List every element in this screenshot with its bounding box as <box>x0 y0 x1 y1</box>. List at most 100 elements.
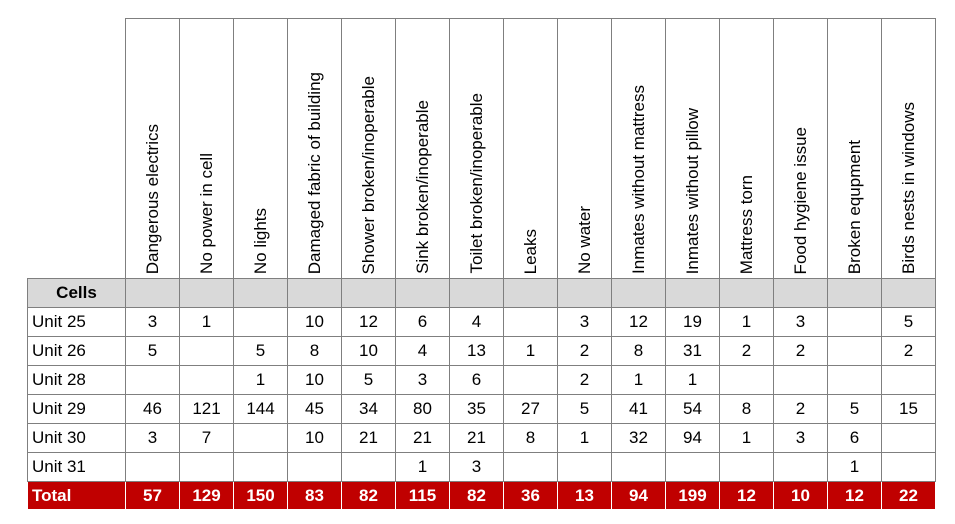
column-header-label: Sink broken/inoperable <box>412 100 432 274</box>
column-header: No power in cell <box>179 18 234 279</box>
column-header: Mattress torn <box>719 18 774 279</box>
table-cell: 5 <box>341 365 396 395</box>
table-cell: 2 <box>881 336 936 366</box>
table-cell <box>341 452 396 482</box>
column-header: Shower broken/inoperable <box>341 18 396 279</box>
table-cell: 1 <box>719 423 774 453</box>
table-row: Unit 28 1 10 5 3 6 2 1 1 <box>27 365 936 395</box>
table-cell <box>233 307 288 337</box>
table-cell <box>773 452 828 482</box>
table-cell: 5 <box>827 394 882 424</box>
table-cell: 8 <box>503 423 558 453</box>
table-cell: 1 <box>665 365 720 395</box>
table-cell <box>881 365 936 395</box>
table-cell: 2 <box>773 336 828 366</box>
row-label: Unit 31 <box>27 452 126 482</box>
column-header: Birds nests in windows <box>881 18 936 279</box>
table-cell: 12 <box>341 307 396 337</box>
table-cell: 32 <box>611 423 666 453</box>
table-cell: 3 <box>125 423 180 453</box>
table-cell: 6 <box>395 307 450 337</box>
total-cell: 22 <box>881 481 936 510</box>
table-cell: 10 <box>287 423 342 453</box>
column-header-label: Shower broken/inoperable <box>358 75 378 274</box>
table-cell <box>719 365 774 395</box>
table-cell: 54 <box>665 394 720 424</box>
column-header: Sink broken/inoperable <box>395 18 450 279</box>
table-row: Unit 25 3 1 10 12 6 4 3 12 19 1 3 5 <box>27 307 936 337</box>
table-cell: 5 <box>125 336 180 366</box>
table-cell <box>395 278 450 308</box>
table-cell: 1 <box>827 452 882 482</box>
table-cell: 1 <box>233 365 288 395</box>
table-cell: 5 <box>881 307 936 337</box>
column-header: Inmates without pillow <box>665 18 720 279</box>
table-cell: 13 <box>449 336 504 366</box>
table-cell <box>449 278 504 308</box>
total-cell: 82 <box>341 481 396 510</box>
table-row: Unit 29 46 121 144 45 34 80 35 27 5 41 5… <box>27 394 936 424</box>
column-header: Damaged fabric of building <box>287 18 342 279</box>
table-cell <box>125 452 180 482</box>
table-cell: 8 <box>287 336 342 366</box>
table-cell: 15 <box>881 394 936 424</box>
table-cell: 21 <box>341 423 396 453</box>
table-cell: 1 <box>395 452 450 482</box>
column-header: Food hygiene issue <box>773 18 828 279</box>
table-cell: 12 <box>611 307 666 337</box>
table-cell: 3 <box>773 423 828 453</box>
total-cell: 10 <box>773 481 828 510</box>
column-header: No lights <box>233 18 288 279</box>
table-cell: 27 <box>503 394 558 424</box>
table-cell <box>233 423 288 453</box>
table-cell: 3 <box>557 307 612 337</box>
table-cell: 19 <box>665 307 720 337</box>
total-cell: 199 <box>665 481 720 510</box>
total-cell: 150 <box>233 481 288 510</box>
table-cell <box>827 365 882 395</box>
table-cell <box>611 452 666 482</box>
table-cell <box>503 278 558 308</box>
table-cell: 21 <box>449 423 504 453</box>
table-cell <box>827 336 882 366</box>
column-header: Dangerous electrics <box>125 18 180 279</box>
column-header: Toilet broken/inoperable <box>449 18 504 279</box>
table-cell: 2 <box>719 336 774 366</box>
table-cell: 10 <box>341 336 396 366</box>
table-cell <box>611 278 666 308</box>
table-cell: 1 <box>611 365 666 395</box>
table-cell: 4 <box>449 307 504 337</box>
table-cell: 6 <box>449 365 504 395</box>
issues-table: Dangerous electrics No power in cell No … <box>27 18 936 510</box>
table-cell: 31 <box>665 336 720 366</box>
table-cell: 1 <box>179 307 234 337</box>
table-cell: 121 <box>179 394 234 424</box>
table-cell <box>179 278 234 308</box>
total-cell: 129 <box>179 481 234 510</box>
column-header-label: Inmates without mattress <box>628 85 648 274</box>
table-cell: 5 <box>557 394 612 424</box>
table-row: Unit 26 5 5 8 10 4 13 1 2 8 31 2 2 2 <box>27 336 936 366</box>
corner-cell <box>28 19 126 279</box>
column-header-label: Broken equpment <box>844 139 864 274</box>
cells-subheader-row: Cells <box>27 278 936 308</box>
column-header: No water <box>557 18 612 279</box>
header-row: Dangerous electrics No power in cell No … <box>28 18 936 279</box>
table-cell <box>287 452 342 482</box>
table-cell <box>773 278 828 308</box>
table-cell <box>827 278 882 308</box>
column-header: Inmates without mattress <box>611 18 666 279</box>
table-cell <box>719 452 774 482</box>
table-cell <box>179 336 234 366</box>
table-row: Unit 30 3 7 10 21 21 21 8 1 32 94 1 3 6 <box>27 423 936 453</box>
total-cell: 36 <box>503 481 558 510</box>
table-cell: 8 <box>611 336 666 366</box>
table-cell <box>665 452 720 482</box>
table-cell <box>881 278 936 308</box>
table-cell <box>881 452 936 482</box>
total-row: Total 57 129 150 83 82 115 82 36 13 94 1… <box>27 481 936 510</box>
table-cell: 2 <box>773 394 828 424</box>
table-cell: 3 <box>395 365 450 395</box>
total-label: Total <box>27 481 126 510</box>
table-cell <box>233 452 288 482</box>
